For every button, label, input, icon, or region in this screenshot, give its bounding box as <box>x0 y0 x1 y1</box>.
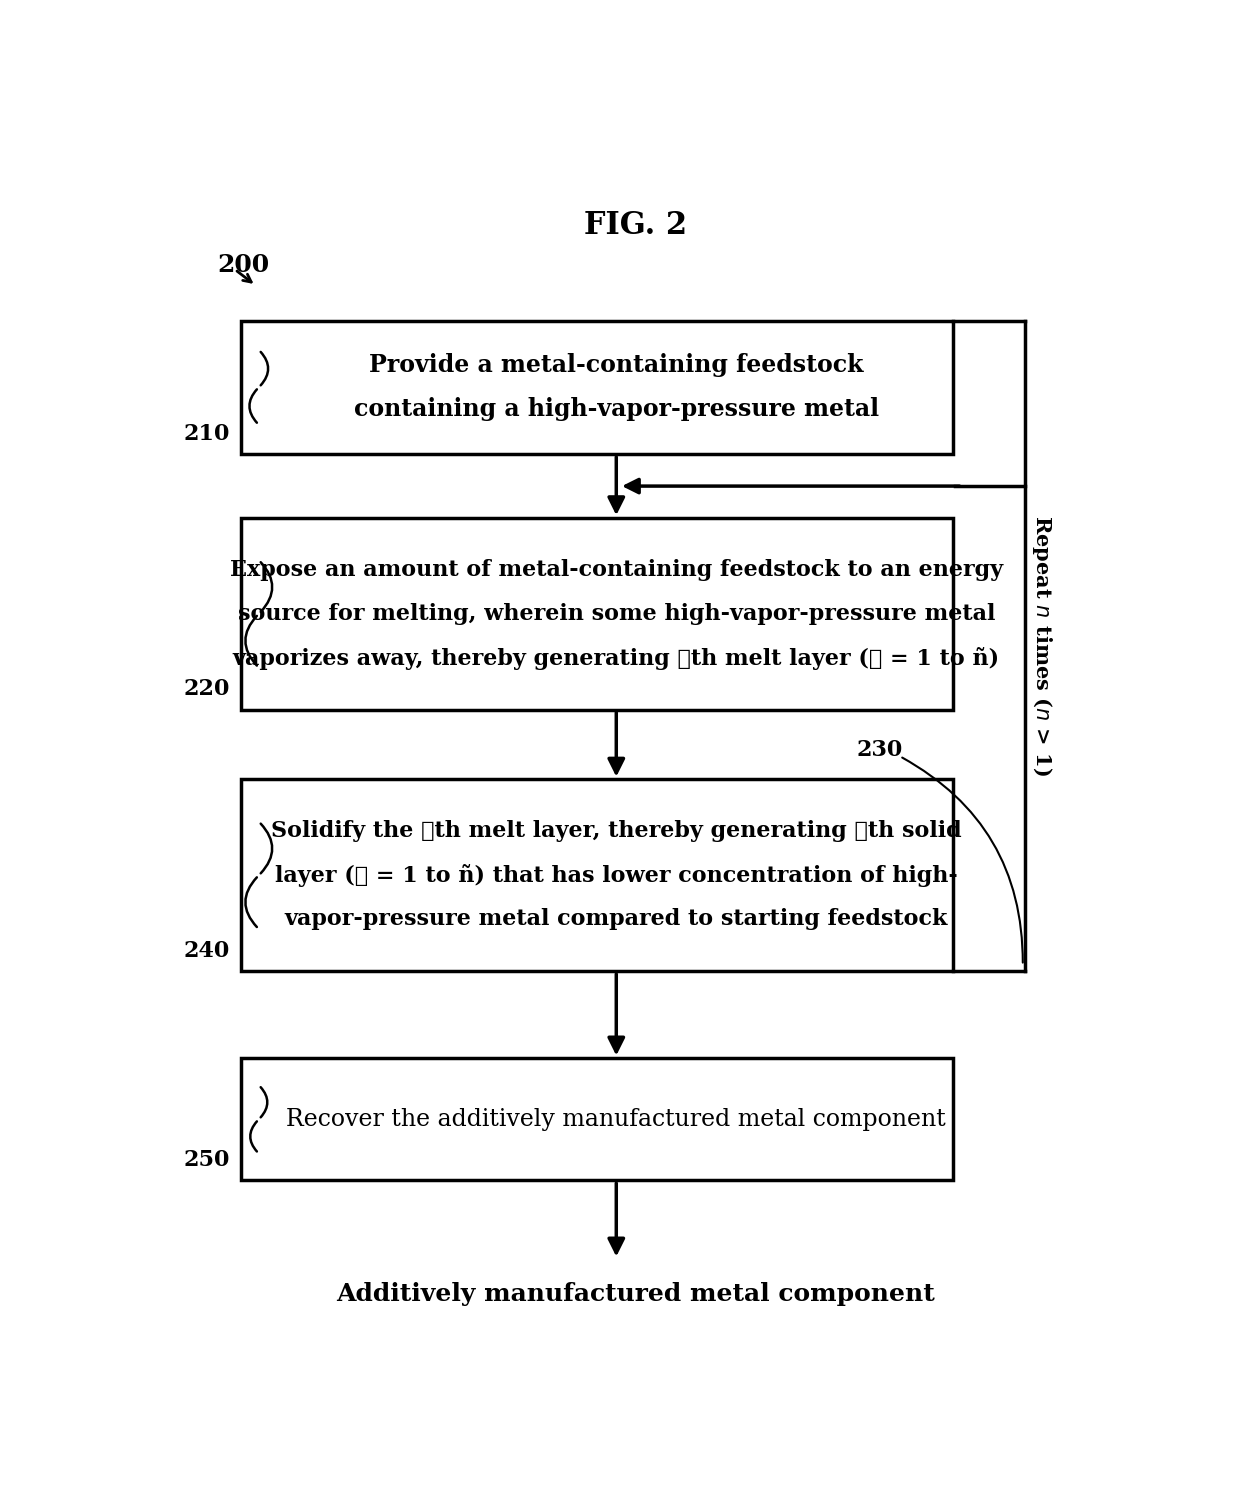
Text: layer (⨿ = 1 to ñ) that has lower concentration of high-: layer (⨿ = 1 to ñ) that has lower concen… <box>275 863 957 887</box>
Text: Provide a metal-containing feedstock: Provide a metal-containing feedstock <box>370 353 863 377</box>
Text: 200: 200 <box>217 252 269 276</box>
Text: FIG. 2: FIG. 2 <box>584 210 687 241</box>
Text: 240: 240 <box>184 940 229 961</box>
Text: Repeat $n$ times ($n$ > 1): Repeat $n$ times ($n$ > 1) <box>1030 516 1054 776</box>
Bar <box>242 320 952 454</box>
Bar <box>242 1058 952 1180</box>
Text: 230: 230 <box>857 739 903 762</box>
Text: Expose an amount of metal-containing feedstock to an energy: Expose an amount of metal-containing fee… <box>229 558 1003 581</box>
Text: vapor-pressure metal compared to starting feedstock: vapor-pressure metal compared to startin… <box>285 908 947 931</box>
Text: containing a high-vapor-pressure metal: containing a high-vapor-pressure metal <box>353 397 879 421</box>
Text: Recover the additively manufactured metal component: Recover the additively manufactured meta… <box>286 1108 946 1130</box>
Text: 220: 220 <box>184 679 229 700</box>
Text: vaporizes away, thereby generating ⨿th melt layer (⨿ = 1 to ñ): vaporizes away, thereby generating ⨿th m… <box>233 646 999 670</box>
Text: 210: 210 <box>184 423 229 445</box>
Text: source for melting, wherein some high-vapor-pressure metal: source for melting, wherein some high-va… <box>238 604 994 625</box>
Bar <box>242 518 952 709</box>
Bar <box>242 780 952 972</box>
Text: Additively manufactured metal component: Additively manufactured metal component <box>336 1283 935 1307</box>
Text: 250: 250 <box>184 1148 229 1171</box>
Text: Solidify the ⨿th melt layer, thereby generating ⨿th solid: Solidify the ⨿th melt layer, thereby gen… <box>272 821 961 842</box>
